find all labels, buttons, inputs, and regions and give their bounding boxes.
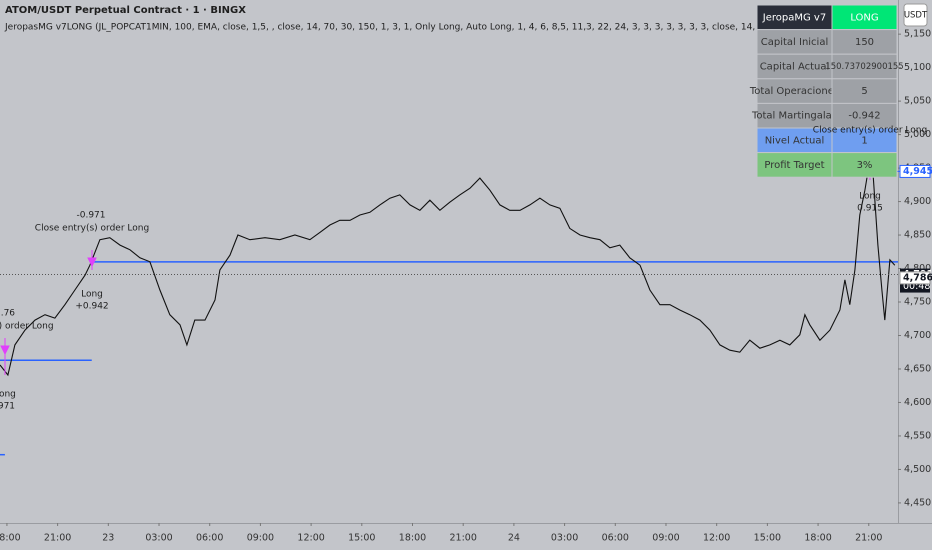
table-text: 150 xyxy=(855,37,874,48)
countdown: 00:48 xyxy=(903,281,930,292)
table-text: Nivel Actual xyxy=(765,135,825,146)
y-tick-label: 4,550 xyxy=(904,430,931,441)
indicator-label: JeropasMG v7LONG (JL_POPCAT1MIN, 100, EM… xyxy=(4,23,847,33)
info-table: JeropaMG v7 LONG Capital Inicial 150 Capital… xyxy=(749,4,904,178)
trade-annotation: 3.76 xyxy=(0,309,15,319)
price-line xyxy=(0,159,896,377)
table-text: LONG xyxy=(850,12,878,23)
trade-annotation: (s) order Long xyxy=(0,322,54,332)
table-cell xyxy=(831,78,898,104)
table-cell xyxy=(756,127,833,154)
x-tick-label: 15:00 xyxy=(754,533,781,544)
x-tick-label: 18:00 xyxy=(399,533,426,544)
table-text: Profit Target xyxy=(764,160,824,171)
y-tick-label: 5,050 xyxy=(904,96,931,107)
y-tick-label: 4,650 xyxy=(904,363,931,374)
table-cell xyxy=(756,102,833,129)
y-tick-label: 5,150 xyxy=(904,29,931,40)
y-tick-label: 4,500 xyxy=(904,464,931,475)
table-cell xyxy=(831,29,898,55)
trade-annotation: Long xyxy=(859,192,881,202)
price-label-box xyxy=(899,164,931,178)
table-cell xyxy=(831,152,898,178)
table-text: Capital Actual xyxy=(760,62,830,73)
table-cell xyxy=(831,102,898,129)
table-text: JeropaMG v7 xyxy=(762,12,826,23)
price-label: 4,786 xyxy=(903,272,932,283)
table-text: 1 xyxy=(861,135,867,146)
x-tick-label: 06:00 xyxy=(602,533,629,544)
y-tick-label: 4,450 xyxy=(904,497,931,508)
table-cell xyxy=(756,152,833,178)
x-tick-label: 18:00 xyxy=(0,533,21,544)
trade-annotation: Long xyxy=(0,390,16,400)
table-text: -0.942 xyxy=(848,111,880,122)
unit-label[interactable]: USDT xyxy=(904,11,928,21)
x-tick-label: 09:00 xyxy=(247,533,274,544)
trade-annotation: Close entry(s) order Long xyxy=(813,126,927,136)
trade-marker xyxy=(87,250,97,270)
trade-marker xyxy=(0,338,10,375)
x-tick-label: 09:00 xyxy=(652,533,679,544)
y-tick-label: 4,750 xyxy=(904,297,931,308)
table-text: Total Operaciones xyxy=(749,86,839,97)
unit-button[interactable] xyxy=(903,3,928,27)
y-tick-label: 4,600 xyxy=(904,397,931,408)
table-text: 5 xyxy=(861,86,867,97)
table-text: Total Martingalas xyxy=(751,111,837,122)
y-tick-label: 4,850 xyxy=(904,230,931,241)
y-tick-label: 4,700 xyxy=(904,330,931,341)
x-tick-label: 23 xyxy=(102,533,114,544)
table-text: 150.73702900155 xyxy=(825,62,903,72)
price-label: 4,945 xyxy=(903,166,932,177)
y-tick-label: 5,000 xyxy=(904,129,931,140)
table-text: 3% xyxy=(857,160,873,171)
x-tick-label: 12:00 xyxy=(297,533,324,544)
y-tick-label: 5,100 xyxy=(904,62,931,73)
trade-annotation: Close entry(s) order Long xyxy=(35,224,149,234)
x-tick-label: 21:00 xyxy=(449,533,476,544)
trade-annotation: Long xyxy=(81,290,103,300)
chart-title: ATOM/USDT Perpetual Contract · 1 · BINGX xyxy=(5,5,246,16)
x-tick-label: 03:00 xyxy=(551,533,578,544)
trade-annotation: 0.915 xyxy=(857,204,883,214)
y-tick-label: 4,900 xyxy=(904,196,931,207)
y-tick-label: 4,800 xyxy=(904,263,931,274)
x-tick-label: 18:00 xyxy=(804,533,831,544)
price-label-box xyxy=(899,271,931,285)
x-tick-label: 21:00 xyxy=(855,533,882,544)
x-tick-label: 15:00 xyxy=(348,533,375,544)
x-tick-label: 03:00 xyxy=(145,533,172,544)
x-tick-label: 24 xyxy=(508,533,520,544)
trade-annotation: +0.942 xyxy=(75,302,108,312)
table-cell xyxy=(831,127,898,154)
x-tick-label: 21:00 xyxy=(44,533,71,544)
trade-annotation: .971 xyxy=(0,402,15,412)
table-text: Capital Inicial xyxy=(761,37,829,48)
x-tick-label: 12:00 xyxy=(703,533,730,544)
table-cell xyxy=(831,53,898,80)
table-cell xyxy=(756,53,833,80)
x-tick-label: 06:00 xyxy=(196,533,223,544)
trade-annotation: -0.971 xyxy=(76,211,105,221)
